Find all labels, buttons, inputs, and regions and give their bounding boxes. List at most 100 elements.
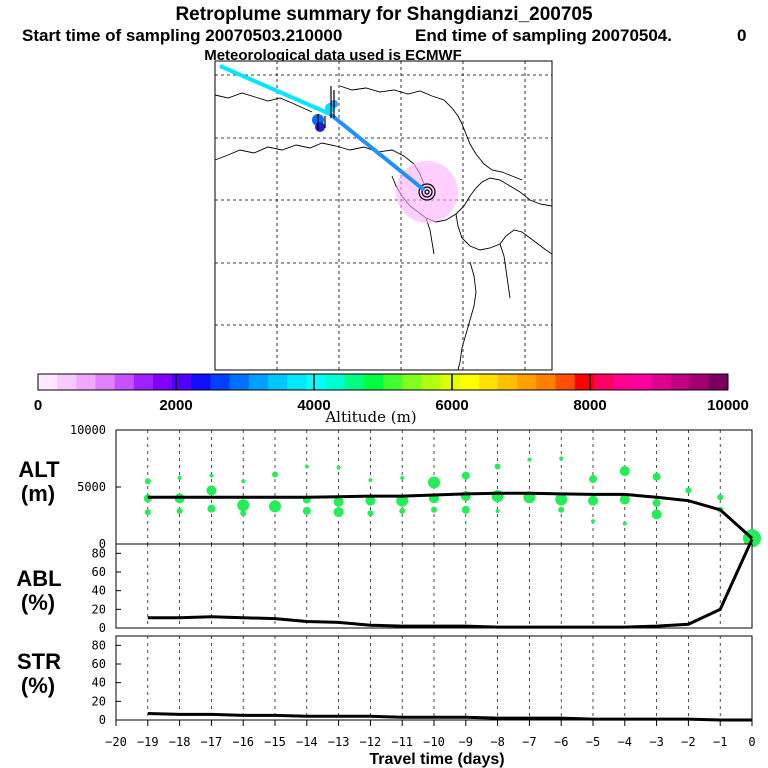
colorbar-swatch	[498, 374, 518, 390]
trajectory-cluster-lines	[317, 86, 335, 130]
colorbar-frame	[37, 373, 729, 391]
y-tick-label: 20	[92, 602, 106, 616]
altitude-dot	[269, 500, 281, 513]
altitude-dot	[333, 507, 344, 518]
colorbar-tick-label: 0	[34, 397, 42, 414]
x-tick-label: −6	[554, 735, 568, 749]
panel-unit-label: (m)	[21, 481, 55, 506]
colorbar-tick-label: 8000	[573, 397, 606, 414]
colorbar-swatch	[153, 374, 173, 390]
colorbar-swatch	[555, 374, 576, 390]
y-tick-label: 40	[92, 676, 106, 690]
x-tick-label: −7	[522, 735, 536, 749]
altitude-dot	[495, 508, 500, 513]
x-tick-label: −8	[490, 735, 504, 749]
colorbar-swatch	[210, 374, 231, 390]
x-tick-label: −4	[618, 735, 632, 749]
altitude-dot	[619, 494, 630, 505]
y-tick-label: 5000	[77, 480, 106, 494]
altitude-dot	[619, 466, 630, 477]
panel-unit-label: (%)	[21, 673, 55, 698]
altitude-dot	[558, 506, 565, 513]
colorbar-swatch	[708, 374, 729, 390]
series-line-abl	[147, 538, 754, 629]
panel-unit-label: (%)	[21, 590, 55, 615]
map-coastlines	[214, 85, 553, 371]
series-line-str	[147, 711, 752, 722]
y-tick-label: 0	[99, 537, 106, 551]
panel-str: 0 20 40 60 80 STR(%)	[17, 635, 753, 727]
colorbar-title: Altitude (m)	[324, 408, 416, 426]
colorbar-swatch	[57, 374, 77, 390]
y-tick-label: 0	[99, 713, 106, 727]
x-tick-label: −2	[681, 735, 695, 749]
altitude-dot	[399, 507, 406, 514]
end-time-label: End time of sampling 20070504.	[415, 26, 672, 45]
map-panel	[214, 60, 553, 371]
colorbar-swatch	[651, 374, 671, 390]
colorbar-swatch	[383, 374, 403, 390]
altitude-dot	[559, 456, 564, 461]
altitude-dot	[206, 485, 217, 496]
x-tick-label: −12	[360, 735, 382, 749]
y-tick-label: 60	[92, 565, 106, 579]
x-tick-label: 0	[748, 735, 755, 749]
colorbar-swatch	[670, 374, 691, 390]
colorbar-swatch	[38, 374, 58, 390]
panel-label: STR	[17, 649, 61, 674]
plume-contour-mid	[421, 186, 433, 198]
colorbar-swatch	[689, 374, 710, 390]
colorbar-swatch	[478, 374, 499, 390]
colorbar-swatch	[114, 374, 135, 390]
altitude-dot	[304, 464, 309, 469]
colorbar-swatch	[325, 374, 346, 390]
y-tick-label: 80	[92, 546, 106, 560]
plume-contour-outer	[418, 183, 436, 201]
colorbar-swatch	[76, 374, 96, 390]
colorbar-tick-label: 2000	[159, 397, 192, 414]
y-tick-label: 60	[92, 657, 106, 671]
x-tick-label: −10	[423, 735, 445, 749]
panel-label: ABL	[16, 566, 61, 591]
figure-title: Retroplume summary for Shangdianzi_20070…	[175, 4, 593, 25]
x-tick-label: −15	[264, 735, 286, 749]
altitude-dot	[144, 478, 151, 485]
altitude-dot	[368, 478, 373, 483]
altitude-dot	[400, 475, 405, 480]
colorbar-swatch	[172, 374, 192, 390]
altitude-dot	[336, 465, 341, 470]
colorbar-tick-label: 4000	[297, 397, 330, 414]
altitude-dot	[428, 476, 440, 489]
altitude-dot	[396, 494, 409, 507]
x-tick-label: −17	[201, 735, 223, 749]
x-tick-label: −19	[137, 735, 159, 749]
x-axis: −20 −19 −18 −17 −16 −15 −14 −13 −12 −11 −10 −9 −8 −7−…	[105, 720, 756, 749]
altitude-dot	[461, 505, 470, 514]
altitude-dot	[461, 471, 470, 480]
x-axis-title: Travel time (days)	[369, 751, 504, 768]
x-tick-label: −13	[328, 735, 350, 749]
altitude-dot	[177, 475, 182, 480]
trajectory-early-segment	[219, 64, 331, 116]
x-tick-label: −11	[391, 735, 413, 749]
map-frame	[214, 60, 553, 371]
x-tick-label: −14	[296, 735, 318, 749]
altitude-dot	[209, 473, 214, 478]
colorbar-swatch	[536, 374, 556, 390]
map-gridlines	[215, 61, 552, 370]
colorbar-ticks: 0 2000 4000 6000 8000 10000	[34, 374, 749, 414]
start-time-label: Start time of sampling 20070503.210000	[22, 26, 342, 45]
altitude-dot	[622, 521, 627, 526]
y-tick-label: 0	[99, 621, 106, 635]
altitude-dot	[494, 463, 501, 470]
plume-source-ring	[396, 161, 458, 223]
plume-contour-inner	[424, 189, 430, 195]
altitude-dot	[367, 510, 374, 517]
end-time-value: 0	[737, 26, 746, 45]
colorbar-swatch	[363, 374, 384, 390]
altitude-dot	[302, 506, 311, 515]
altitude-colorbar: 0 2000 4000 6000 8000 10000 Altitude (m)	[34, 373, 749, 426]
colorbar-swatch	[440, 374, 461, 390]
altitude-dot	[527, 457, 532, 462]
